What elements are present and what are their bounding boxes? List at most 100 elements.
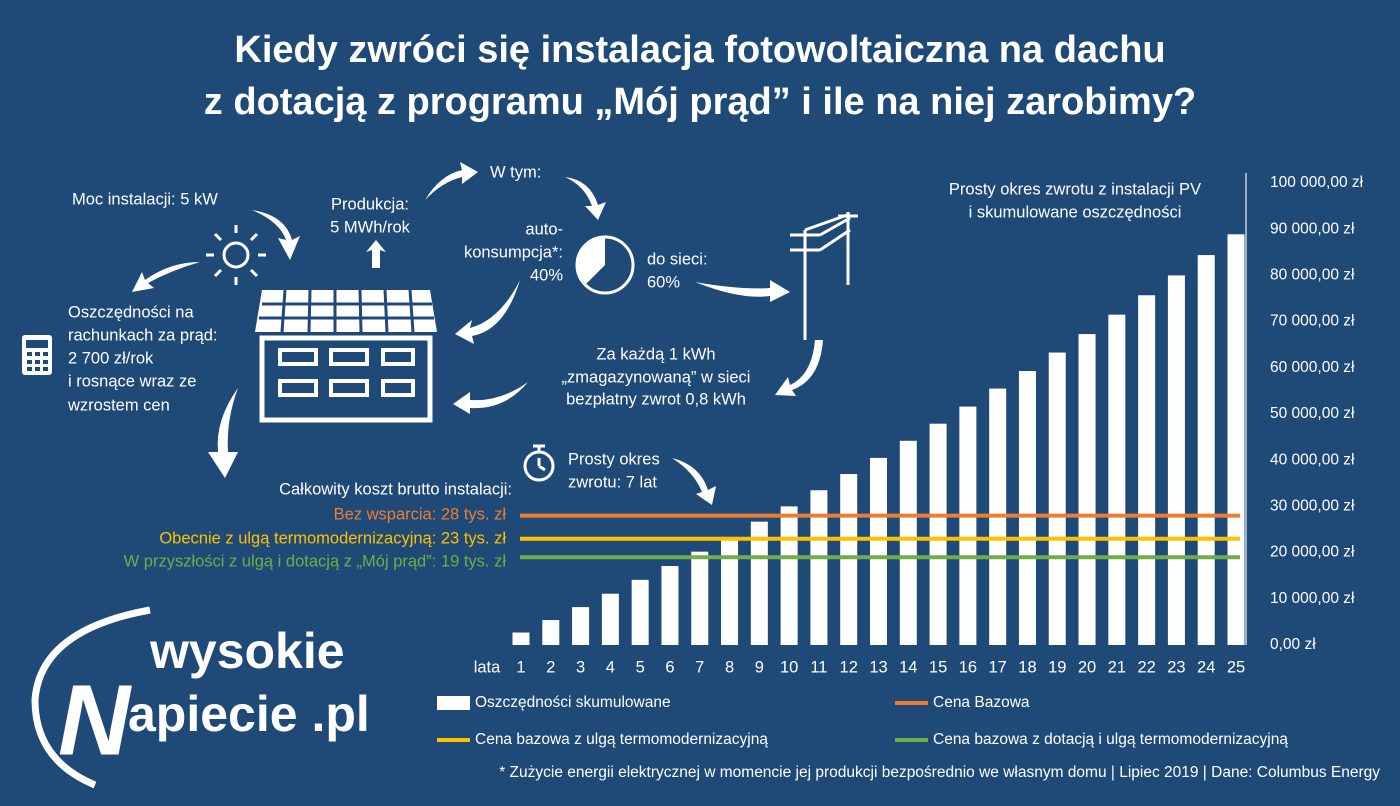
bar — [870, 457, 887, 645]
title-line: z dotacją z programu „Mój prąd” i ile na… — [204, 81, 1196, 123]
y-tick-label: 80 000,00 zł — [1270, 266, 1355, 283]
x-tick-label: 8 — [725, 658, 734, 676]
x-tick-label: 14 — [899, 658, 917, 676]
logo-text: apiecie .pl — [128, 686, 370, 742]
house-icon — [255, 289, 437, 423]
chart: Prosty okres zwrotu z instalacji PV i sku… — [437, 173, 1364, 748]
savings-label: 2 700 zł/rok — [68, 349, 154, 367]
bar — [1018, 371, 1036, 645]
y-tick-label: 40 000,00 zł — [1270, 451, 1355, 468]
x-tick-label: 17 — [988, 658, 1006, 676]
bar — [810, 490, 828, 645]
x-tick-label: 4 — [606, 658, 615, 676]
bar — [1048, 352, 1066, 645]
logo: N wysokie apiecie .pl — [31, 606, 370, 789]
bar — [1197, 255, 1215, 645]
legend-label: Cena bazowa z ulgą termomodernizacyjną — [475, 731, 768, 748]
x-tick-label: 24 — [1197, 658, 1215, 676]
cost-heading: Całkowity koszt brutto instalacji: — [279, 480, 512, 498]
x-tick-label: 3 — [576, 658, 585, 676]
x-tick-label: 13 — [869, 658, 887, 676]
title-line: Kiedy zwróci się instalacja fotowoltaicz… — [234, 29, 1165, 71]
bar — [1108, 314, 1126, 645]
payback-label: zwrotu: 7 lat — [568, 473, 657, 491]
self-consumption-label: 40% — [530, 266, 563, 284]
bar — [691, 551, 709, 645]
bar — [929, 423, 947, 645]
x-tick-label: 18 — [1018, 658, 1036, 676]
grid-return-label: „zmagazynowaną” w sieci — [562, 368, 751, 386]
legend-label: Oszczędności skumulowane — [475, 694, 671, 711]
bar — [780, 506, 798, 645]
cost-label: Bez wsparcia: 28 tys. zł — [334, 505, 507, 523]
bar — [631, 579, 649, 645]
bar — [512, 632, 530, 645]
grid-return-label: bezpłatny zwrot 0,8 kWh — [566, 390, 746, 408]
x-tick-label: 22 — [1137, 658, 1155, 676]
to-grid-label: do sieci: — [647, 250, 708, 268]
bar — [542, 620, 560, 645]
x-tick-label: 7 — [695, 658, 704, 676]
cost-label: Obecnie z ulgą termomodernizacyjną: 23 t… — [159, 529, 506, 547]
y-tick-label: 100 000,00 zł — [1270, 174, 1364, 191]
x-tick-label: 5 — [636, 658, 645, 676]
x-tick-label: 23 — [1167, 658, 1185, 676]
x-tick-label: 21 — [1108, 658, 1126, 676]
x-tick-label: 2 — [546, 658, 555, 676]
x-tick-label: 1 — [516, 658, 525, 676]
bar — [750, 521, 768, 645]
x-tick-label: 19 — [1048, 658, 1066, 676]
legend-swatch — [437, 696, 470, 710]
pylon-icon — [790, 212, 858, 340]
cost-label: W przyszłości z ulgą i dotacją z „Mój pr… — [124, 552, 507, 570]
logo-text: wysokie — [149, 623, 345, 679]
savings-label: rachunkach za prąd: — [68, 326, 218, 344]
savings-label: Oszczędności na — [68, 303, 194, 321]
y-tick-label: 0,00 zł — [1270, 636, 1316, 653]
bar — [1078, 334, 1096, 645]
savings-label: wzrostem cen — [67, 396, 170, 414]
bar — [1138, 295, 1156, 645]
sun-icon — [206, 225, 266, 285]
production-label: 5 MWh/rok — [330, 218, 411, 236]
chart-title: i skumulowane oszczędności — [969, 203, 1182, 221]
self-consumption-label: auto- — [525, 220, 563, 238]
bar — [1167, 275, 1185, 645]
logo-initial: N — [58, 664, 132, 776]
savings-label: i rosnące wraz ze — [68, 372, 196, 390]
y-tick-label: 70 000,00 zł — [1270, 313, 1355, 330]
y-tick-label: 50 000,00 zł — [1270, 405, 1355, 422]
production-label: Produkcja: — [331, 195, 409, 213]
x-tick-label: 6 — [665, 658, 674, 676]
bar — [601, 593, 619, 645]
stopwatch-icon — [523, 444, 555, 482]
x-tick-label: 12 — [840, 658, 858, 676]
x-tick-label: 11 — [810, 658, 827, 676]
self-consumption-label: konsumpcja*: — [464, 243, 563, 261]
bar — [721, 536, 739, 645]
calculator-icon — [22, 335, 52, 375]
bar — [1227, 234, 1245, 646]
x-axis-label: lata — [474, 658, 501, 676]
y-tick-label: 30 000,00 zł — [1270, 497, 1355, 514]
bar — [899, 440, 917, 645]
legend-label: Cena bazowa z dotacją i ulgą termomodern… — [933, 731, 1288, 748]
bar — [840, 474, 858, 645]
y-tick-label: 90 000,00 zł — [1270, 220, 1355, 237]
x-tick-label: 25 — [1227, 658, 1245, 676]
x-tick-label: 10 — [780, 658, 798, 676]
bar — [959, 406, 977, 645]
to-grid-label: 60% — [647, 273, 680, 291]
x-tick-label: 15 — [929, 658, 947, 676]
bar — [661, 565, 679, 645]
legend-label: Cena Bazowa — [933, 694, 1030, 711]
x-tick-label: 9 — [755, 658, 764, 676]
pie-icon — [575, 235, 635, 295]
x-tick-label: 16 — [959, 658, 977, 676]
arrows — [132, 162, 823, 505]
power-label: Moc instalacji: 5 kW — [72, 190, 218, 208]
x-tick-label: 20 — [1078, 658, 1096, 676]
payback-label: Prosty okres — [568, 450, 660, 468]
